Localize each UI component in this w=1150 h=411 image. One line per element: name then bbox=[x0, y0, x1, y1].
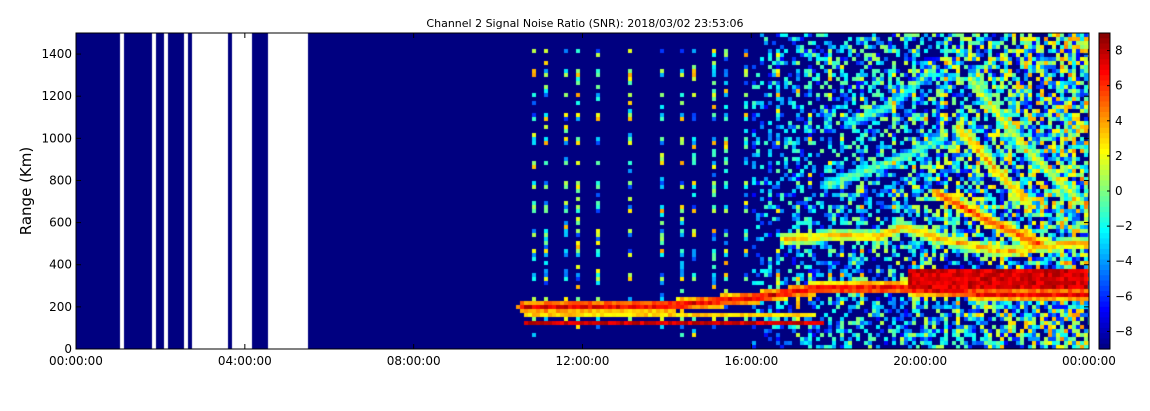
colorbar-segment bbox=[1099, 233, 1110, 239]
colorbar-segment bbox=[1099, 338, 1110, 345]
colorbar: −8 −6 −4 −2 0 2 4 6 8 bbox=[1098, 32, 1133, 350]
x-tick-label: 08:00:00 bbox=[387, 354, 441, 368]
y-tick-label: 1400 bbox=[41, 47, 72, 61]
y-tick-label: 1000 bbox=[41, 131, 72, 145]
colorbar-segment bbox=[1099, 112, 1110, 118]
colorbar-tick-label: 0 bbox=[1115, 184, 1123, 198]
x-tick-label: 00:00:00 bbox=[49, 354, 103, 368]
colorbar-segment bbox=[1099, 133, 1110, 139]
colorbar-segment bbox=[1099, 317, 1110, 324]
colorbar-segment bbox=[1099, 122, 1110, 129]
heatmap-image bbox=[76, 33, 1089, 349]
colorbar-segment bbox=[1099, 159, 1110, 166]
colorbar-segment bbox=[1099, 322, 1110, 329]
colorbar-segment bbox=[1099, 312, 1110, 318]
colorbar-segment bbox=[1099, 291, 1110, 297]
colorbar-segment bbox=[1099, 212, 1110, 218]
colorbar-segment bbox=[1099, 59, 1110, 66]
colorbar-segment bbox=[1099, 148, 1110, 155]
colorbar-segment bbox=[1099, 185, 1110, 192]
colorbar-segment bbox=[1099, 143, 1110, 150]
colorbar-segment bbox=[1099, 48, 1110, 55]
colorbar-segment bbox=[1099, 38, 1110, 45]
colorbar-segment bbox=[1099, 101, 1110, 108]
colorbar-segment bbox=[1099, 154, 1110, 160]
colorbar-segment bbox=[1099, 206, 1110, 213]
x-tick-label: 16:00:00 bbox=[724, 354, 778, 368]
chart-title: Channel 2 Signal Noise Ratio (SNR): 2018… bbox=[426, 17, 743, 30]
x-tick-label: 00:00:00 bbox=[1062, 354, 1116, 368]
colorbar-segment bbox=[1099, 80, 1110, 87]
y-axis-label: Range (Km) bbox=[17, 147, 35, 235]
colorbar-tick-label: 8 bbox=[1115, 44, 1123, 58]
colorbar-segment bbox=[1099, 264, 1110, 271]
colorbar-tick-label: 6 bbox=[1115, 79, 1123, 93]
colorbar-segment bbox=[1099, 296, 1110, 303]
colorbar-segment bbox=[1099, 117, 1110, 124]
colorbar-segment bbox=[1099, 191, 1110, 197]
colorbar-segment bbox=[1099, 280, 1110, 287]
colorbar-segment bbox=[1099, 254, 1110, 261]
y-tick-label: 1200 bbox=[41, 89, 72, 103]
colorbar-segment bbox=[1099, 201, 1110, 208]
colorbar-tick-label: −2 bbox=[1115, 219, 1133, 233]
colorbar-segment bbox=[1099, 169, 1110, 176]
colorbar-segment bbox=[1099, 85, 1110, 92]
colorbar-segment bbox=[1099, 180, 1110, 187]
colorbar-segment bbox=[1099, 96, 1110, 103]
colorbar-segment bbox=[1099, 75, 1110, 81]
colorbar-segment bbox=[1099, 259, 1110, 266]
colorbar-tick-label: −4 bbox=[1115, 254, 1133, 268]
colorbar-segment bbox=[1099, 138, 1110, 145]
colorbar-tick-label: −6 bbox=[1115, 289, 1133, 303]
colorbar-segment bbox=[1099, 64, 1110, 71]
colorbar-segment bbox=[1099, 127, 1110, 134]
x-tick-label: 04:00:00 bbox=[218, 354, 272, 368]
colorbar-segment bbox=[1099, 333, 1110, 340]
x-tick-label: 12:00:00 bbox=[556, 354, 610, 368]
colorbar-tick-label: −8 bbox=[1115, 324, 1133, 338]
colorbar-segment bbox=[1099, 275, 1110, 282]
colorbar-segment bbox=[1099, 238, 1110, 245]
axes: 00:00:00 04:00:00 08:00:00 12:00:00 16:00:00… bbox=[41, 32, 1116, 368]
colorbar-segment bbox=[1099, 54, 1110, 60]
colorbar-segment bbox=[1099, 327, 1110, 334]
colorbar-tick-label: 2 bbox=[1115, 149, 1123, 163]
colorbar-tick-label: 4 bbox=[1115, 114, 1123, 128]
colorbar-segment bbox=[1099, 222, 1110, 229]
colorbar-segment bbox=[1099, 196, 1110, 203]
y-tick-label: 400 bbox=[49, 258, 72, 272]
y-tick-label: 200 bbox=[49, 300, 72, 314]
x-tick-label: 20:00:00 bbox=[893, 354, 947, 368]
colorbar-segment bbox=[1099, 227, 1110, 234]
colorbar-segment bbox=[1099, 243, 1110, 250]
colorbar-segment bbox=[1099, 69, 1110, 76]
plot-area bbox=[76, 33, 1089, 349]
y-tick-label: 600 bbox=[49, 216, 72, 230]
colorbar-segment bbox=[1099, 106, 1110, 113]
y-tick-label: 800 bbox=[49, 173, 72, 187]
colorbar-segment bbox=[1099, 175, 1110, 182]
colorbar-segment bbox=[1099, 343, 1110, 350]
colorbar-segment bbox=[1099, 164, 1110, 171]
colorbar-segment bbox=[1099, 306, 1110, 313]
colorbar-segment bbox=[1099, 217, 1110, 224]
colorbar-segment bbox=[1099, 301, 1110, 308]
colorbar-segment bbox=[1099, 285, 1110, 292]
colorbar-segment bbox=[1099, 33, 1110, 39]
colorbar-segment bbox=[1099, 270, 1110, 276]
colorbar-segment bbox=[1099, 90, 1110, 97]
colorbar-segment bbox=[1099, 43, 1110, 50]
colorbar-segment bbox=[1099, 248, 1110, 255]
y-tick-label: 0 bbox=[64, 342, 72, 356]
